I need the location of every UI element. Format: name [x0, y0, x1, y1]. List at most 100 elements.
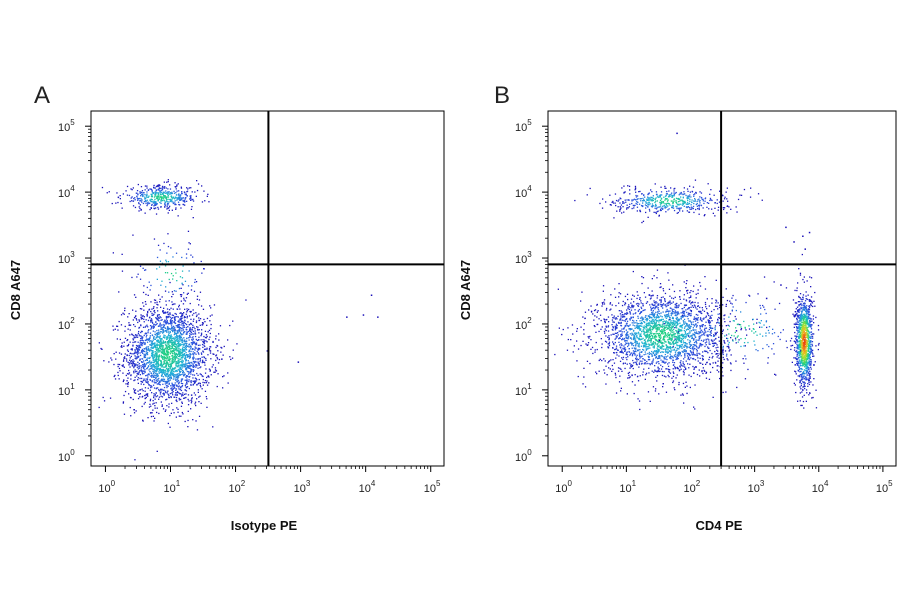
- event-point: [147, 362, 149, 364]
- event-point: [198, 329, 200, 331]
- event-point: [160, 343, 162, 345]
- event-point: [158, 350, 160, 352]
- event-point: [190, 373, 192, 375]
- event-point: [157, 367, 159, 369]
- event-point: [177, 215, 179, 217]
- event-point: [188, 357, 191, 359]
- event-point: [152, 326, 155, 328]
- event-point: [622, 356, 625, 358]
- event-point: [191, 362, 193, 364]
- event-point: [657, 367, 659, 369]
- event-point: [135, 392, 137, 394]
- event-point: [150, 339, 152, 342]
- event-point: [140, 370, 143, 372]
- event-point: [180, 389, 183, 392]
- event-point: [190, 195, 192, 197]
- event-point: [134, 376, 136, 378]
- event-point: [725, 303, 727, 306]
- event-point: [144, 364, 147, 366]
- event-point: [204, 345, 206, 348]
- event-point: [170, 385, 172, 387]
- event-point: [199, 318, 202, 320]
- event-point: [158, 390, 160, 392]
- event-point: [152, 365, 154, 367]
- event-point: [635, 343, 637, 345]
- event-point: [154, 342, 156, 344]
- event-point: [638, 337, 640, 339]
- event-point: [707, 352, 709, 354]
- event-point: [675, 313, 677, 315]
- event-point: [623, 338, 625, 341]
- event-point: [188, 362, 190, 364]
- event-point: [152, 403, 154, 405]
- event-point: [187, 321, 189, 323]
- event-point: [172, 394, 174, 396]
- event-point: [161, 196, 163, 198]
- event-point: [629, 318, 631, 320]
- event-point: [159, 323, 161, 325]
- event-point: [185, 352, 187, 354]
- event-point: [719, 377, 721, 380]
- event-point: [175, 340, 177, 342]
- event-point: [587, 342, 590, 344]
- event-point: [688, 314, 690, 316]
- event-point: [667, 368, 670, 370]
- event-point: [697, 360, 699, 362]
- event-point: [180, 186, 182, 188]
- event-point: [715, 334, 717, 336]
- event-point: [198, 347, 201, 350]
- event-point: [147, 381, 149, 383]
- event-point: [172, 293, 174, 295]
- event-point: [146, 367, 148, 370]
- event-point: [130, 348, 132, 350]
- event-point: [659, 347, 662, 349]
- event-point: [153, 361, 155, 363]
- event-point: [633, 320, 635, 322]
- event-point: [187, 426, 189, 428]
- event-point: [138, 210, 140, 212]
- event-point: [710, 317, 712, 319]
- event-point: [661, 355, 663, 358]
- event-point: [172, 373, 174, 375]
- event-point: [710, 332, 712, 334]
- event-point: [192, 356, 194, 359]
- event-point: [655, 316, 657, 318]
- event-point: [722, 329, 724, 331]
- event-point: [198, 378, 200, 381]
- event-point: [151, 319, 153, 321]
- event-point: [188, 379, 190, 381]
- event-point: [169, 341, 171, 344]
- event-point: [601, 346, 603, 349]
- event-point: [166, 360, 168, 362]
- event-point: [155, 323, 157, 326]
- event-point: [675, 377, 677, 379]
- event-point: [137, 368, 139, 370]
- event-point: [629, 376, 631, 378]
- event-point: [656, 347, 658, 349]
- event-point: [626, 311, 628, 314]
- event-point: [630, 341, 632, 344]
- event-point: [677, 320, 679, 322]
- event-point: [721, 330, 724, 332]
- event-point: [165, 409, 167, 411]
- event-point: [142, 349, 144, 352]
- event-point: [199, 395, 201, 397]
- event-point: [674, 351, 677, 353]
- event-point: [184, 397, 186, 399]
- event-point: [181, 330, 183, 332]
- event-point: [171, 342, 174, 344]
- event-point: [158, 294, 160, 296]
- event-point: [156, 344, 158, 346]
- event-point: [157, 347, 159, 350]
- event-point: [178, 364, 180, 366]
- event-point: [186, 332, 188, 334]
- event-point: [161, 198, 163, 200]
- event-point: [147, 387, 149, 389]
- event-point: [163, 369, 165, 372]
- event-point: [724, 321, 726, 323]
- event-point: [669, 369, 671, 371]
- event-point: [164, 353, 166, 355]
- event-point: [697, 305, 699, 307]
- event-point: [181, 191, 183, 193]
- event-point: [639, 320, 641, 322]
